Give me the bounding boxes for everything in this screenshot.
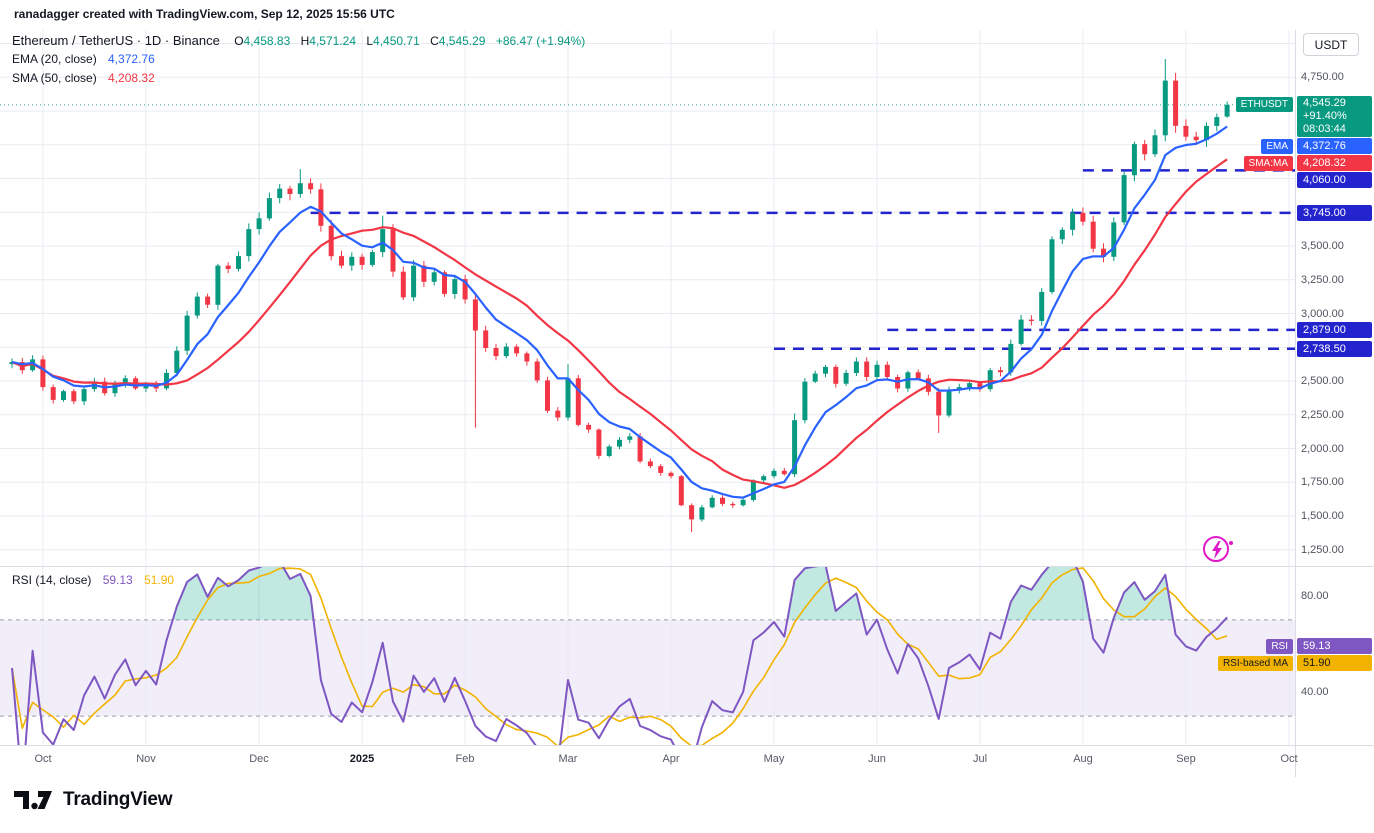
sma-value: 4,208.32 (108, 71, 155, 85)
rsi-axis-badge[interactable]: 59.13 (1297, 638, 1372, 654)
axis-tick-label: 2,500.00 (1301, 375, 1344, 387)
time-axis-label: Jun (868, 753, 886, 765)
tradingview-logo-icon[interactable] (14, 787, 54, 813)
rsi-ma-axis-badge[interactable]: 51.90 (1297, 655, 1372, 671)
axis-tick-label: 2,250.00 (1301, 409, 1344, 421)
price-level-badge[interactable]: 2,879.00 (1297, 322, 1372, 338)
change-value: +86.47 (+1.94%) (495, 34, 586, 48)
time-axis-label: Feb (455, 753, 475, 765)
candles-series (9, 59, 1230, 533)
last-price-percent: +91.40% (1303, 110, 1347, 122)
lightning-bolt-icon (1212, 541, 1222, 559)
sma-line[interactable] (11, 158, 1228, 489)
axis-tick-label: 3,250.00 (1301, 274, 1344, 286)
rsi-band (0, 619, 1295, 717)
low-key: L (366, 34, 374, 48)
bar-close-countdown: 08:03:44 (1303, 123, 1346, 135)
close-key: C (430, 34, 439, 48)
rsi-ma-axis-tag[interactable]: RSI-based MA (1217, 656, 1293, 671)
ema-legend-row[interactable]: EMA (20, close) 4,372.76 (12, 50, 585, 69)
rsi-axis-tag[interactable]: RSI (1266, 639, 1293, 654)
last-price-value: 4,545.29 (1303, 97, 1346, 109)
time-axis-label: Jul (972, 753, 988, 765)
time-axis-label: Sep (1176, 753, 1196, 765)
rsi-label: RSI (14, close) (12, 573, 92, 587)
pane-separator[interactable] (0, 566, 1374, 567)
sma-axis-badge[interactable]: 4,208.32 (1297, 155, 1372, 171)
main-legend: Ethereum / TetherUS · 1D · Binance O4,45… (12, 31, 585, 88)
axis-tick-label: 3,500.00 (1301, 240, 1344, 252)
sma-axis-tag[interactable]: SMA:MA (1243, 156, 1293, 171)
axis-tick-label: 3,000.00 (1301, 308, 1344, 320)
rsi-line[interactable] (11, 567, 1228, 745)
axis-tick-label: 40.00 (1301, 686, 1329, 698)
ema-axis-badge[interactable]: 4,372.76 (1297, 138, 1372, 154)
ema-axis-tag[interactable]: EMA (1261, 139, 1293, 154)
footer: TradingView (14, 787, 173, 813)
attribution-text: ranadagger created with TradingView.com,… (14, 7, 395, 21)
ema-line[interactable] (11, 125, 1228, 499)
symbol-legend-row: Ethereum / TetherUS · 1D · Binance O4,45… (12, 31, 585, 50)
time-axis-label: Mar (558, 753, 578, 765)
time-axis-label: Oct (1280, 753, 1298, 765)
axis-tick-label: 80.00 (1301, 590, 1329, 602)
price-level-badge[interactable]: 4,060.00 (1297, 172, 1372, 188)
price-grid (0, 30, 1295, 566)
axis-tick-label: 1,500.00 (1301, 510, 1344, 522)
axis-tick-label: 1,250.00 (1301, 544, 1344, 556)
open-key: O (234, 34, 244, 48)
rsi-grid (42, 567, 1290, 745)
rsi-ma-line[interactable] (11, 567, 1228, 745)
close-value: 4,545.29 (438, 34, 486, 48)
currency-unit-button[interactable]: USDT (1303, 33, 1359, 56)
low-value: 4,450.71 (373, 34, 420, 48)
tradingview-brand-text[interactable]: TradingView (63, 789, 173, 810)
ema-value: 4,372.76 (108, 52, 155, 66)
high-value: 4,571.24 (309, 34, 356, 48)
last-price-badge[interactable]: 4,545.29 +91.40% 08:03:44 (1297, 96, 1372, 137)
time-axis-label: May (763, 753, 785, 765)
symbol-title[interactable]: Ethereum / TetherUS · 1D · Binance (12, 33, 220, 48)
time-axis-label: Aug (1073, 753, 1093, 765)
price-level-badge[interactable]: 3,745.00 (1297, 205, 1372, 221)
rsi-legend-row: RSI (14, close) 59.13 51.90 (12, 571, 174, 590)
time-axis-label: Apr (662, 753, 680, 765)
sma-legend-row[interactable]: SMA (50, close) 4,208.32 (12, 69, 585, 88)
rsi-ma-value: 51.90 (144, 573, 175, 587)
flash-icon[interactable] (1203, 536, 1233, 562)
high-key: H (300, 34, 310, 48)
axis-tick-label: 1,750.00 (1301, 476, 1344, 488)
price-axis-border (1295, 30, 1296, 777)
symbol-axis-tag[interactable]: ETHUSDT (1235, 97, 1293, 112)
axis-tick-label: 2,000.00 (1301, 443, 1344, 455)
time-axis-label: 2025 (349, 753, 375, 765)
rsi-pane[interactable] (0, 567, 1296, 745)
time-axis-label: Oct (34, 753, 52, 765)
open-value: 4,458.83 (243, 34, 291, 48)
axis-tick-label: 4,750.00 (1301, 71, 1344, 83)
price-pane[interactable] (0, 30, 1296, 566)
horizontal-level-lines[interactable] (310, 169, 1295, 351)
rsi-overbought-fill (172, 567, 1228, 620)
time-axis-border (0, 745, 1374, 746)
flash-dot (1229, 541, 1233, 545)
time-axis-label: Dec (249, 753, 269, 765)
ema-label: EMA (20, close) (12, 52, 97, 66)
price-level-badge[interactable]: 2,738.50 (1297, 341, 1372, 357)
sma-label: SMA (50, close) (12, 71, 97, 85)
rsi-legend[interactable]: RSI (14, close) 59.13 51.90 (12, 571, 174, 590)
time-axis-label: Nov (136, 753, 156, 765)
rsi-value: 59.13 (102, 573, 133, 587)
